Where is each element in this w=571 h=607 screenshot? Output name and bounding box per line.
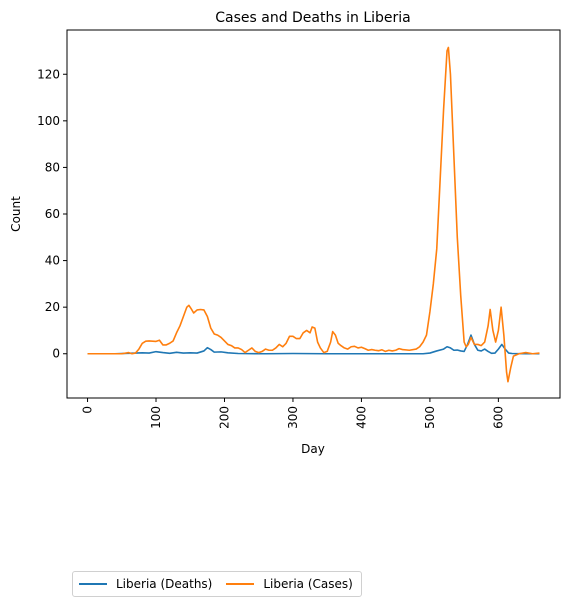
plot-area-frame	[67, 30, 560, 398]
y-axis-ticks: 0 20 40 60 80 100 120	[37, 67, 67, 360]
x-axis-label: Day	[301, 442, 325, 456]
y-axis-label: Count	[9, 196, 23, 232]
y-tick-label: 60	[45, 207, 60, 221]
x-tick-label: 600	[491, 406, 505, 429]
x-tick-label: 500	[423, 406, 437, 429]
y-tick-label: 120	[37, 67, 60, 81]
y-tick-label: 0	[52, 347, 60, 361]
chart-title: Cases and Deaths in Liberia	[215, 10, 411, 26]
x-tick-label: 200	[217, 406, 231, 429]
legend-label-deaths: Liberia (Deaths)	[116, 577, 212, 591]
x-tick-label: 100	[149, 406, 163, 429]
y-tick-label: 100	[37, 114, 60, 128]
legend-swatch-deaths	[79, 583, 107, 585]
legend-swatch-cases	[226, 583, 254, 585]
y-tick-label: 40	[45, 254, 60, 268]
y-tick-label: 20	[45, 300, 60, 314]
y-tick-label: 80	[45, 160, 60, 174]
x-tick-label: 0	[81, 406, 95, 414]
legend-label-cases: Liberia (Cases)	[263, 577, 352, 591]
legend-item-deaths: Liberia (Deaths)	[79, 577, 212, 591]
series-line-1	[88, 47, 540, 381]
x-axis-ticks: 0 100 200 300 400 500 600	[81, 398, 506, 429]
legend: Liberia (Deaths) Liberia (Cases)	[72, 571, 362, 597]
legend-item-cases: Liberia (Cases)	[226, 577, 352, 591]
plot-lines	[88, 47, 540, 381]
x-tick-label: 400	[354, 406, 368, 429]
x-tick-label: 300	[286, 406, 300, 429]
